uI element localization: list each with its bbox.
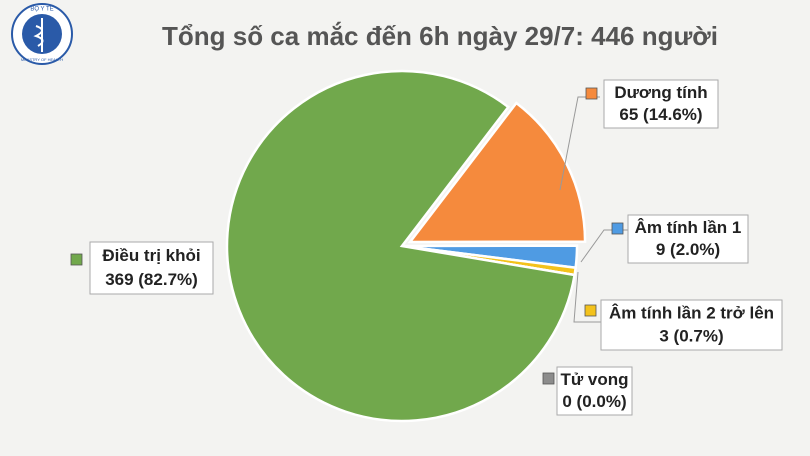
slice-label: Âm tính lần 1 [635, 218, 742, 237]
label-box [89, 241, 214, 295]
legend-swatch [70, 253, 83, 266]
pie-slice [225, 69, 577, 423]
slice-label: Điều trị khỏi [102, 246, 200, 265]
value-label: 9 (2.0%) [656, 240, 720, 259]
logo-top: BỘ Y TẾ [30, 6, 53, 13]
slice-label: Âm tính lần 2 trở lên [609, 303, 774, 322]
label-box [556, 366, 633, 416]
value-label: 3 (0.7%) [659, 326, 723, 345]
legend-swatch [611, 222, 624, 235]
value-label: 0 (0.0%) [562, 392, 626, 411]
label-box [603, 79, 719, 129]
logo: BỘ Y TẾ MINISTRY OF HEALTH [11, 3, 73, 65]
logo-bottom: MINISTRY OF HEALTH [21, 57, 63, 62]
slice-label: Tử vong [560, 370, 628, 389]
leader-line [573, 271, 601, 323]
logo-staff [33, 18, 44, 52]
label-box [627, 214, 749, 264]
legend-swatch [585, 87, 598, 100]
legend-swatch [542, 372, 555, 385]
label-box [600, 299, 783, 351]
slice-label: Dương tính [614, 83, 707, 102]
value-label: 65 (14.6%) [619, 105, 702, 124]
pie-slice [407, 101, 587, 244]
chart-title: Tổng số ca mắc đến 6h ngày 29/7: 446 ngư… [162, 21, 718, 51]
value-label: 369 (82.7%) [105, 270, 198, 289]
legend-swatch [584, 304, 597, 317]
